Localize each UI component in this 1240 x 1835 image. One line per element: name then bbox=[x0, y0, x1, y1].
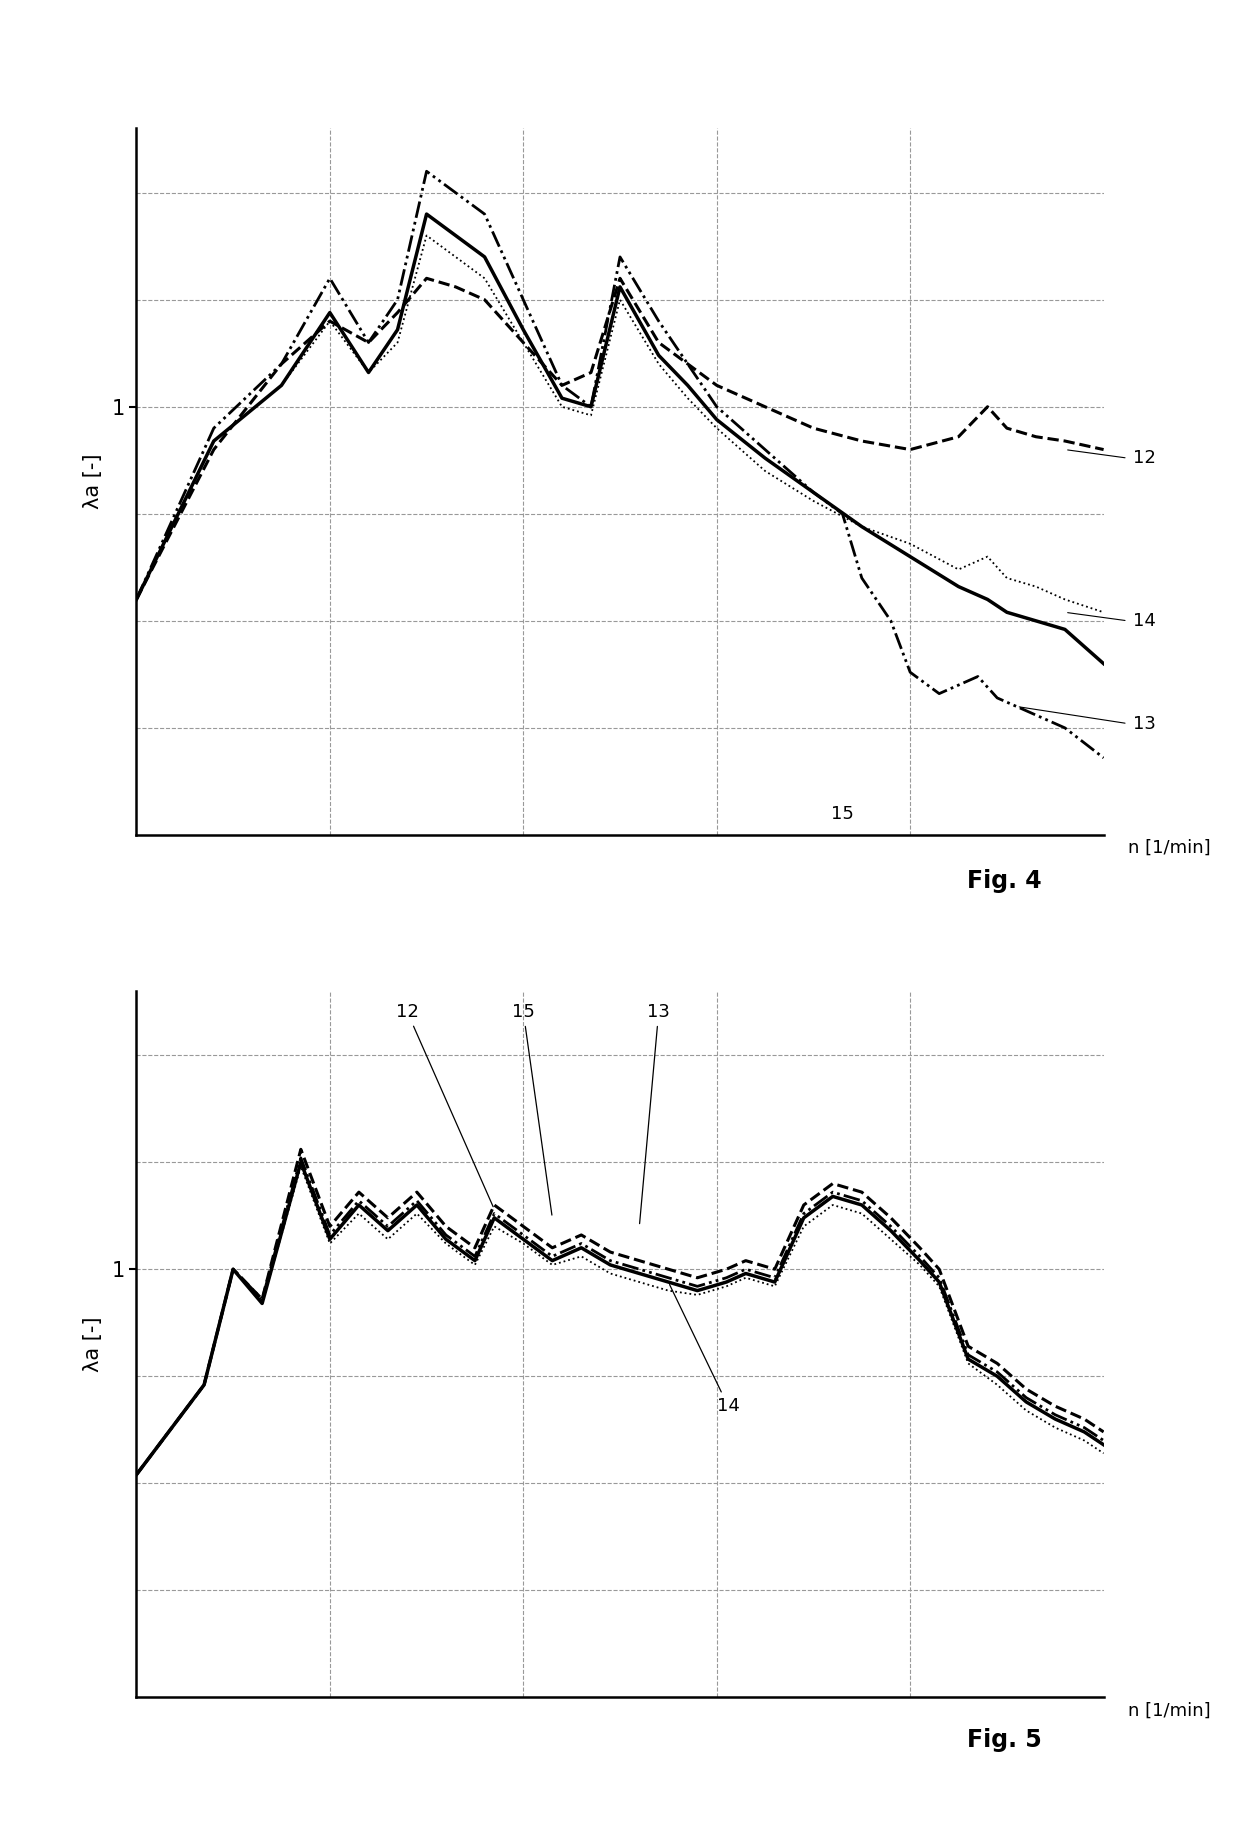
Text: 13: 13 bbox=[640, 1004, 670, 1224]
Text: 15: 15 bbox=[831, 804, 854, 822]
Text: Fig. 5: Fig. 5 bbox=[967, 1729, 1042, 1752]
Text: 14: 14 bbox=[1132, 611, 1156, 629]
Text: 15: 15 bbox=[512, 1004, 552, 1215]
Text: Fig. 4: Fig. 4 bbox=[967, 870, 1042, 894]
Text: 13: 13 bbox=[1132, 714, 1156, 732]
Text: 12: 12 bbox=[396, 1004, 494, 1207]
Y-axis label: λa [-]: λa [-] bbox=[83, 1316, 103, 1373]
Text: 12: 12 bbox=[1132, 450, 1156, 468]
Text: n [1/min]: n [1/min] bbox=[1128, 1701, 1210, 1719]
Y-axis label: λa [-]: λa [-] bbox=[83, 453, 103, 510]
Text: 14: 14 bbox=[670, 1284, 739, 1415]
Text: n [1/min]: n [1/min] bbox=[1128, 839, 1210, 857]
